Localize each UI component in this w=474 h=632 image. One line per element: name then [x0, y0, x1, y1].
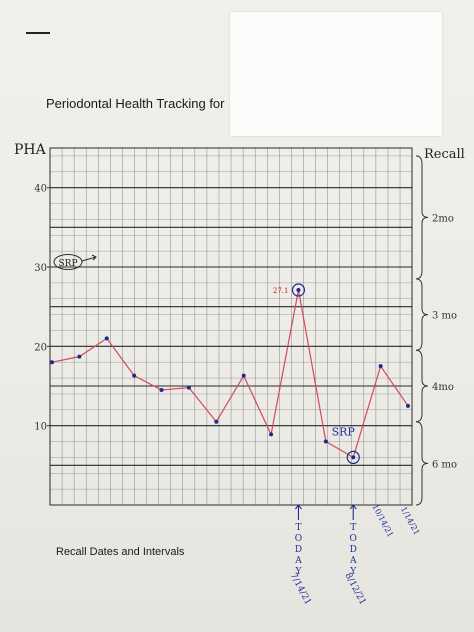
y-tick-label: 10	[34, 422, 47, 433]
recall-date: 1/14/21	[399, 505, 421, 536]
data-point	[351, 455, 356, 460]
interval-brace	[415, 278, 429, 351]
interval-label: 6 mo	[432, 459, 457, 470]
srp-start-circle	[53, 254, 83, 270]
pha-series	[50, 288, 410, 460]
interval-brace	[415, 421, 429, 506]
y-tick-label: 30	[34, 263, 47, 274]
interval-label: 3 mo	[432, 311, 457, 322]
recall-dates-label: Recall Dates and Intervals	[56, 546, 185, 558]
arrow-up	[349, 504, 357, 520]
y-tick-label: 40	[34, 184, 47, 195]
y-axis-label: PHA	[14, 142, 47, 158]
recall-date: 8/12/21	[342, 571, 367, 606]
data-point	[214, 419, 219, 424]
srp-start-arrow	[81, 254, 97, 262]
data-point	[406, 403, 410, 408]
page-title: Periodontal Health Tracking for	[46, 96, 225, 111]
data-point	[323, 439, 328, 444]
data-point	[77, 354, 82, 359]
recall-label: Recall	[424, 147, 465, 162]
data-point	[241, 373, 246, 378]
interval-label: 4mo	[432, 382, 454, 393]
circled-point	[346, 450, 360, 464]
data-point	[50, 360, 54, 365]
major-grid	[49, 147, 413, 506]
interval-brace	[415, 155, 429, 280]
srp-low-label: SRP	[332, 425, 356, 438]
annotations: SRP 27.1 SRP	[53, 254, 360, 464]
data-point	[159, 387, 164, 392]
srp-start-label: SRP	[59, 259, 78, 269]
minor-grid	[49, 148, 413, 506]
interval-brace	[415, 349, 429, 423]
interval-label: 2mo	[432, 213, 454, 224]
y-tick-label: 20	[34, 342, 47, 353]
data-point	[186, 385, 191, 390]
data-point	[104, 336, 109, 341]
plot-frame	[49, 147, 413, 506]
recall-date: 7/14/21	[288, 571, 313, 606]
recall-date: 10/14/21	[370, 503, 395, 539]
data-point	[132, 373, 137, 378]
pha-line	[51, 289, 409, 459]
arrow-up	[295, 504, 302, 520]
circled-point	[291, 283, 306, 297]
data-point	[296, 288, 301, 293]
y-tick-labels: 10 20 30 40	[34, 184, 50, 433]
data-point	[378, 364, 383, 369]
top-dash	[26, 32, 50, 34]
data-point	[269, 432, 274, 437]
interval-braces: 2mo 3 mo 4mo 6 mo	[415, 155, 457, 506]
peak-value-label: 27.1	[273, 287, 289, 295]
name-card	[230, 12, 442, 136]
